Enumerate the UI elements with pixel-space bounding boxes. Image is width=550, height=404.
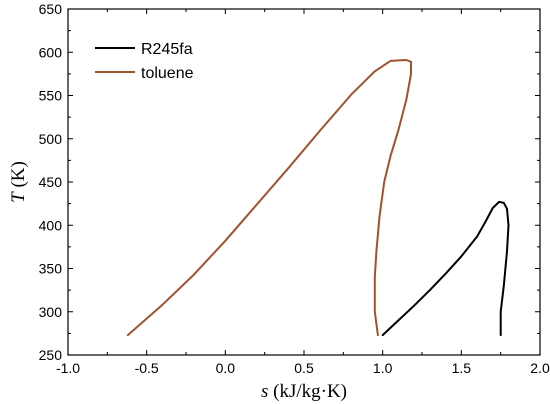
y-axis-title: T (K) bbox=[8, 161, 29, 203]
x-axis-symbol: s bbox=[261, 381, 268, 402]
y-tick-label: 250 bbox=[39, 347, 63, 363]
x-tick-label: 1.5 bbox=[452, 360, 472, 376]
x-tick-label: -1.0 bbox=[56, 360, 80, 376]
series-line-r245fa bbox=[381, 200, 510, 337]
series-line-toluene bbox=[126, 59, 412, 337]
x-tick-label: 1.0 bbox=[373, 360, 393, 376]
legend-label-r245fa: R245fa bbox=[141, 41, 193, 58]
y-tick-label: 350 bbox=[39, 261, 63, 277]
y-tick-label: 650 bbox=[39, 1, 63, 17]
x-axis-title: s (kJ/kg·K) bbox=[261, 381, 347, 402]
axis-ticks: -1.0 -0.5 0.0 0.5 1.0 1.5 2.0 250 300 350 400 450 50… bbox=[39, 1, 550, 376]
y-axis-unit: (K) bbox=[8, 161, 29, 192]
y-tick-label: 300 bbox=[39, 304, 63, 320]
x-tick-label: 0.5 bbox=[294, 360, 314, 376]
y-tick-label: 400 bbox=[39, 217, 63, 233]
axis-titles: s (kJ/kg·K) T (K) bbox=[8, 161, 347, 402]
y-tick-label: 500 bbox=[39, 131, 63, 147]
x-tick-label: 0.0 bbox=[216, 360, 236, 376]
x-tick-label: 2.0 bbox=[530, 360, 550, 376]
y-tick-label: 450 bbox=[39, 174, 63, 190]
legend-label-toluene: toluene bbox=[141, 65, 194, 82]
series-lines bbox=[126, 59, 510, 337]
y-axis-symbol: T bbox=[8, 191, 29, 203]
x-axis-unit: (kJ/kg·K) bbox=[268, 381, 347, 402]
legend: R245fa toluene bbox=[95, 41, 194, 82]
plot-area bbox=[67, 8, 541, 356]
x-tick-label: -0.5 bbox=[135, 360, 159, 376]
y-tick-label: 550 bbox=[39, 88, 63, 104]
plot-frame bbox=[67, 8, 541, 356]
y-tick-label: 600 bbox=[39, 44, 63, 60]
